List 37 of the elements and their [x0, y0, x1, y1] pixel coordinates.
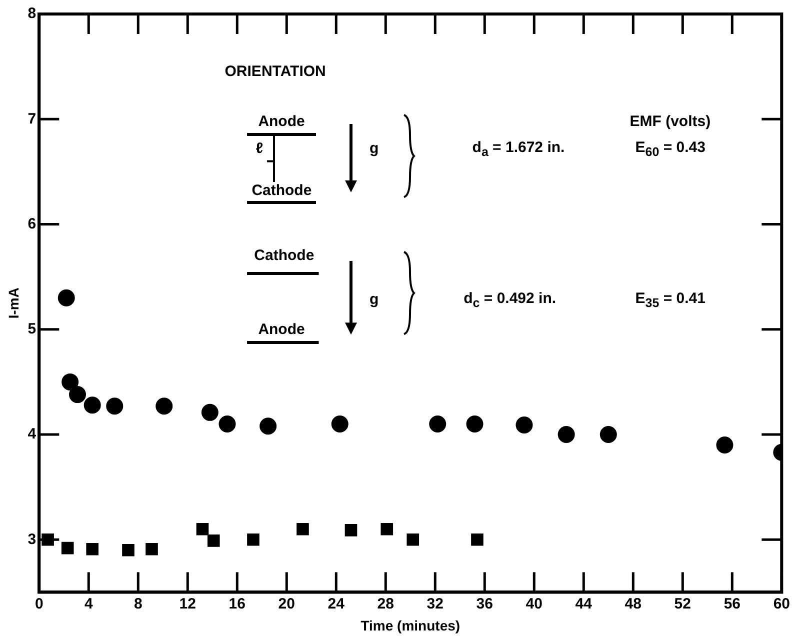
annotation: EMF (volts)	[630, 112, 711, 130]
x-tick-label: 52	[674, 595, 691, 612]
x-tick-label: 0	[34, 595, 44, 612]
annotation: Cathode	[254, 247, 314, 264]
y-axis-title: I-mA	[5, 288, 22, 319]
annotation: Anode	[258, 112, 305, 130]
x-tick-label: 12	[179, 595, 196, 612]
x-tick-label: 28	[377, 595, 394, 612]
x-tick-label: 32	[426, 595, 444, 612]
y-tick-label: 4	[28, 426, 37, 443]
y-tick-label: 6	[28, 215, 36, 232]
annotation: g	[370, 140, 379, 158]
x-tick-label: 8	[134, 595, 142, 612]
y-tick-label: 7	[28, 110, 36, 128]
x-tick-label: 44	[575, 595, 593, 612]
annotation: d$_{c}$ = 0.492 in.	[464, 290, 556, 310]
x-tick-label: 4	[84, 595, 94, 612]
annotation: E$_{35}$ = 0.41	[635, 290, 706, 310]
x-tick-label: 24	[328, 595, 346, 612]
y-tick-label: 3	[28, 530, 36, 548]
y-tick-label: 8	[28, 5, 36, 22]
x-tick-label: 16	[228, 595, 246, 612]
x-tick-label: 60	[773, 595, 790, 612]
annotation: ORIENTATION	[224, 63, 326, 80]
annotation: d$_{a}$ = 1.672 in.	[472, 138, 565, 159]
annotation: E$_{60}$ = 0.43	[635, 138, 706, 159]
x-tick-label: 48	[624, 595, 642, 612]
x-tick-label: 40	[526, 595, 542, 612]
x-tick-label: 56	[724, 595, 740, 612]
annotation: ℓ	[256, 140, 264, 158]
x-axis-title: Time (minutes)	[360, 617, 460, 634]
annotation: g	[370, 291, 379, 308]
x-tick-label: 36	[476, 595, 493, 612]
annotation: Cathode	[252, 182, 312, 200]
x-tick-label: 20	[278, 595, 295, 612]
y-tick-label: 5	[28, 320, 36, 338]
annotation: Anode	[258, 320, 305, 338]
